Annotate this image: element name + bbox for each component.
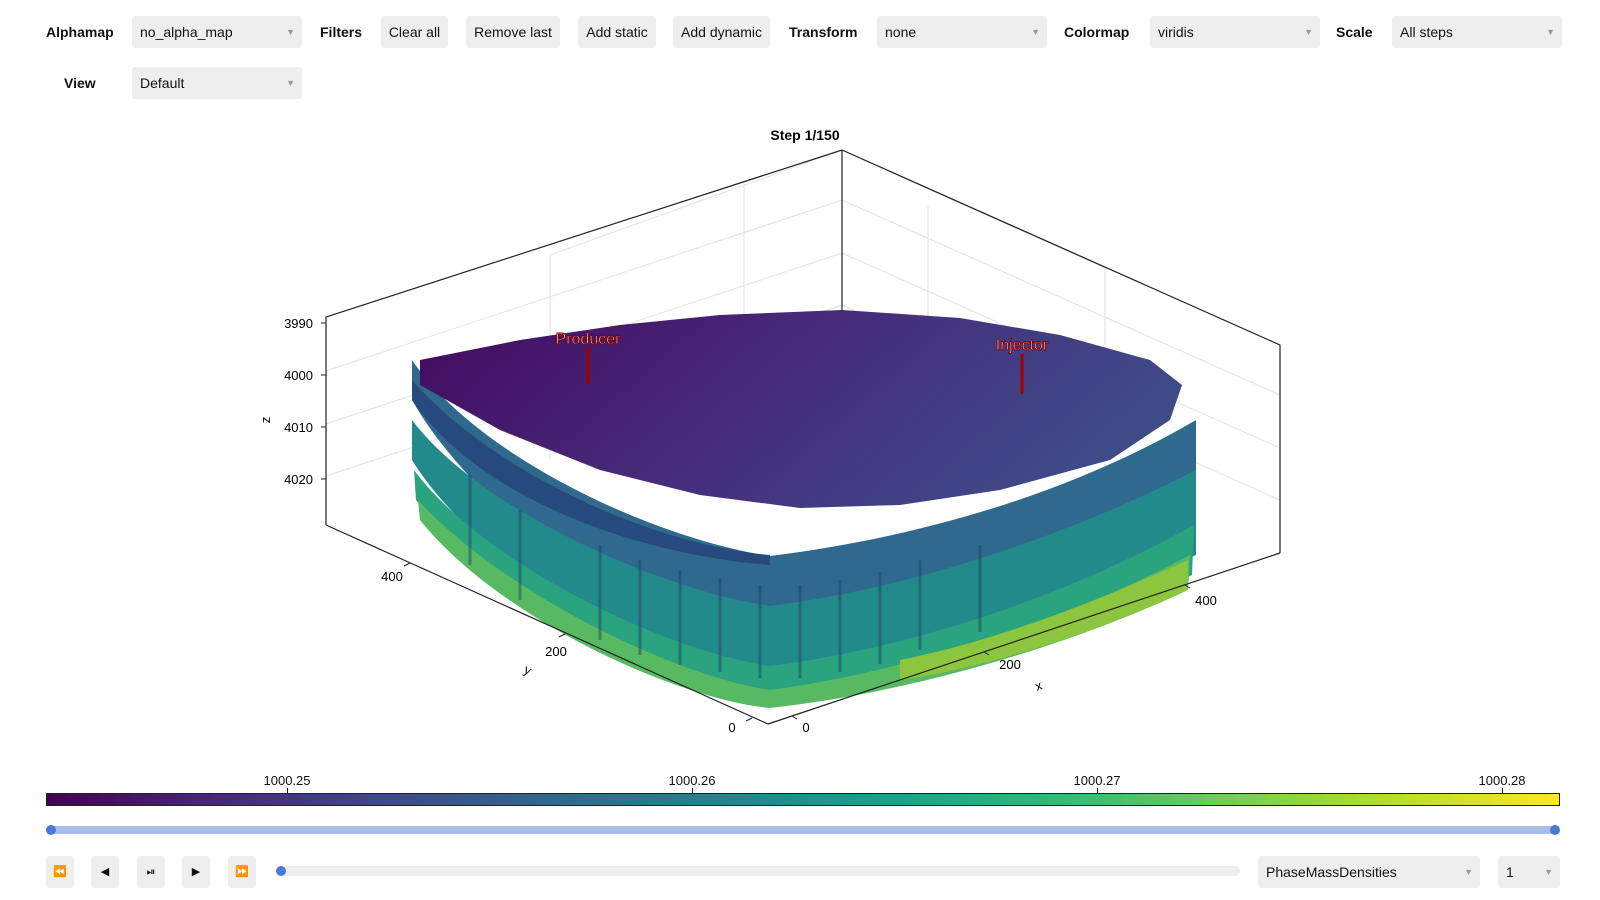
colorbar-tick-label: 1000.25 (263, 773, 311, 788)
colorbar-tick-label: 1000.28 (1478, 773, 1526, 788)
clear-all-button[interactable]: Clear all (381, 16, 448, 48)
reservoir-cell-edges (468, 475, 982, 678)
chevron-down-icon: ▼ (286, 78, 295, 88)
y-tick-label: 200 (545, 644, 567, 659)
y-axis-label: y (522, 662, 535, 679)
colorbar (46, 793, 1560, 806)
fast-forward-icon: ⏩ (235, 866, 249, 878)
z-axis-label: z (258, 417, 273, 424)
colorbar-tick-label: 1000.27 (1073, 773, 1121, 788)
injector-label: Injector (996, 337, 1049, 354)
view-label: View (64, 75, 96, 91)
z-tick-label: 4000 (284, 368, 313, 383)
y-tick-label: 0 (728, 720, 735, 735)
injector-well[interactable]: Injector (995, 337, 1049, 394)
scale-value: All steps (1400, 24, 1453, 40)
step-range-slider[interactable] (46, 825, 1560, 835)
next-step-button[interactable]: ▶ (182, 856, 210, 888)
reservoir-side-walls (412, 360, 1196, 708)
scale-label: Scale (1336, 24, 1373, 40)
alphamap-dropdown[interactable]: no_alpha_map ▼ (132, 16, 302, 48)
view-value: Default (140, 75, 185, 91)
add-dynamic-button[interactable]: Add dynamic (673, 16, 770, 48)
rewind-icon: ⏪ (53, 866, 67, 878)
colorbar-tick (1097, 788, 1098, 793)
reservoir-top-surface (420, 310, 1182, 508)
colorbar-tick (287, 788, 288, 793)
play-pause-button[interactable]: ⏯ (137, 856, 165, 888)
z-tick-label: 4020 (284, 472, 313, 487)
producer-well[interactable]: Producer (555, 331, 622, 384)
alphamap-value: no_alpha_map (140, 24, 233, 40)
3d-plot[interactable]: Step 1/150 (0, 0, 1600, 760)
chevron-down-icon: ▼ (1304, 27, 1313, 37)
y-tick-label: 400 (381, 569, 403, 584)
chevron-down-icon: ▼ (1546, 27, 1555, 37)
step-back-icon: ◀ (100, 866, 110, 878)
colorbar-tick-label: 1000.26 (668, 773, 716, 788)
component-value: 1 (1506, 864, 1514, 880)
x-tick-label: 0 (802, 720, 809, 735)
step-slider[interactable] (276, 866, 1240, 876)
colorbar-tick (692, 788, 693, 793)
colormap-label: Colormap (1064, 24, 1130, 40)
component-dropdown[interactable]: 1 ▼ (1498, 856, 1560, 888)
colorbar-tick (1502, 788, 1503, 793)
filters-label: Filters (320, 24, 363, 40)
axis-front (325, 524, 1281, 725)
add-static-button[interactable]: Add static (578, 16, 656, 48)
x-axis-label: x (1033, 677, 1045, 693)
x-tick-label: 400 (1195, 593, 1217, 608)
z-axis: 3990 4000 4010 4020 z (258, 316, 326, 487)
first-step-button[interactable]: ⏪ (46, 856, 74, 888)
play-pause-icon: ⏯ (146, 866, 156, 878)
colormap-dropdown[interactable]: viridis ▼ (1150, 16, 1320, 48)
chevron-down-icon: ▼ (1464, 867, 1473, 877)
range-end-handle[interactable] (1550, 825, 1560, 835)
z-tick-label: 3990 (284, 316, 313, 331)
step-slider-handle[interactable] (276, 866, 286, 876)
colormap-value: viridis (1158, 24, 1194, 40)
chevron-down-icon: ▼ (286, 27, 295, 37)
x-tick-label: 200 (999, 657, 1021, 672)
transform-dropdown[interactable]: none ▼ (877, 16, 1047, 48)
alphamap-label: Alphamap (46, 24, 114, 40)
plot-title: Step 1/150 (770, 127, 839, 143)
transform-value: none (885, 24, 917, 40)
last-step-button[interactable]: ⏩ (228, 856, 256, 888)
chevron-down-icon: ▼ (1031, 27, 1040, 37)
z-tick-label: 4010 (284, 420, 313, 435)
play-icon: ▶ (191, 866, 201, 878)
view-dropdown[interactable]: Default ▼ (132, 67, 302, 99)
previous-step-button[interactable]: ◀ (91, 856, 119, 888)
x-axis: 0 200 400 x (791, 584, 1217, 735)
scale-dropdown[interactable]: All steps ▼ (1392, 16, 1562, 48)
transform-label: Transform (789, 24, 858, 40)
remove-last-button[interactable]: Remove last (466, 16, 560, 48)
chevron-down-icon: ▼ (1544, 867, 1553, 877)
property-dropdown[interactable]: PhaseMassDensities ▼ (1258, 856, 1480, 888)
producer-label: Producer (556, 331, 622, 348)
range-start-handle[interactable] (46, 825, 56, 835)
property-value: PhaseMassDensities (1266, 864, 1397, 880)
